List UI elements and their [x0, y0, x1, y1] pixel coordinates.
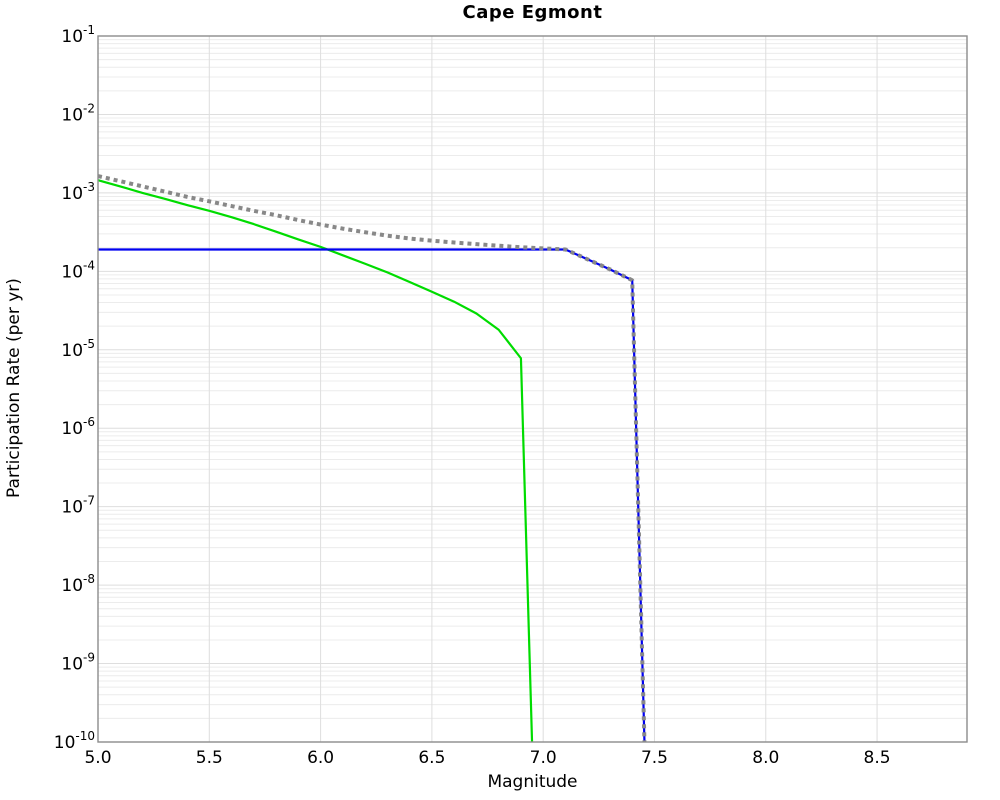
x-axis-title: Magnitude	[487, 772, 578, 792]
y-tick-label: 10-10	[54, 729, 95, 753]
y-tick-label: 10-5	[61, 337, 95, 361]
grid-minor-lines	[98, 39, 967, 719]
chart-title: Cape Egmont	[462, 2, 603, 23]
y-tick-labels: 10-1 10-2 10-3 10-4 10-5 10-6 10-7 10-8 10-9 10-1…	[54, 23, 95, 753]
x-tick-label: 6.0	[307, 748, 334, 768]
x-tick-label: 8.0	[752, 748, 779, 768]
x-tick-label: 8.5	[864, 748, 891, 768]
x-tick-labels: 5.0 5.5 6.0 6.5 7.0 7.5 8.0 8.5	[84, 748, 890, 768]
grid-major-lines	[97, 35, 967, 743]
series-group	[97, 174, 647, 743]
series-green-solid-line	[97, 179, 534, 743]
y-axis-title: Participation Rate (per yr)	[4, 278, 24, 498]
x-tick-label: 7.0	[530, 748, 557, 768]
series-blue-solid-line	[98, 248, 646, 743]
y-tick-label: 10-7	[61, 494, 95, 518]
x-tick-label: 5.5	[196, 748, 223, 768]
y-tick-label: 10-2	[61, 101, 95, 125]
y-tick-label: 10-4	[61, 258, 95, 282]
x-tick-label: 5.0	[84, 748, 111, 768]
plot-border	[97, 35, 968, 743]
x-tick-label: 7.5	[641, 748, 668, 768]
y-tick-label: 10-3	[61, 180, 95, 204]
y-tick-label: 10-8	[61, 572, 95, 596]
y-tick-label: 10-1	[61, 23, 95, 47]
y-tick-label: 10-9	[61, 651, 95, 675]
y-tick-label: 10-6	[61, 415, 95, 439]
x-tick-label: 6.5	[418, 748, 445, 768]
